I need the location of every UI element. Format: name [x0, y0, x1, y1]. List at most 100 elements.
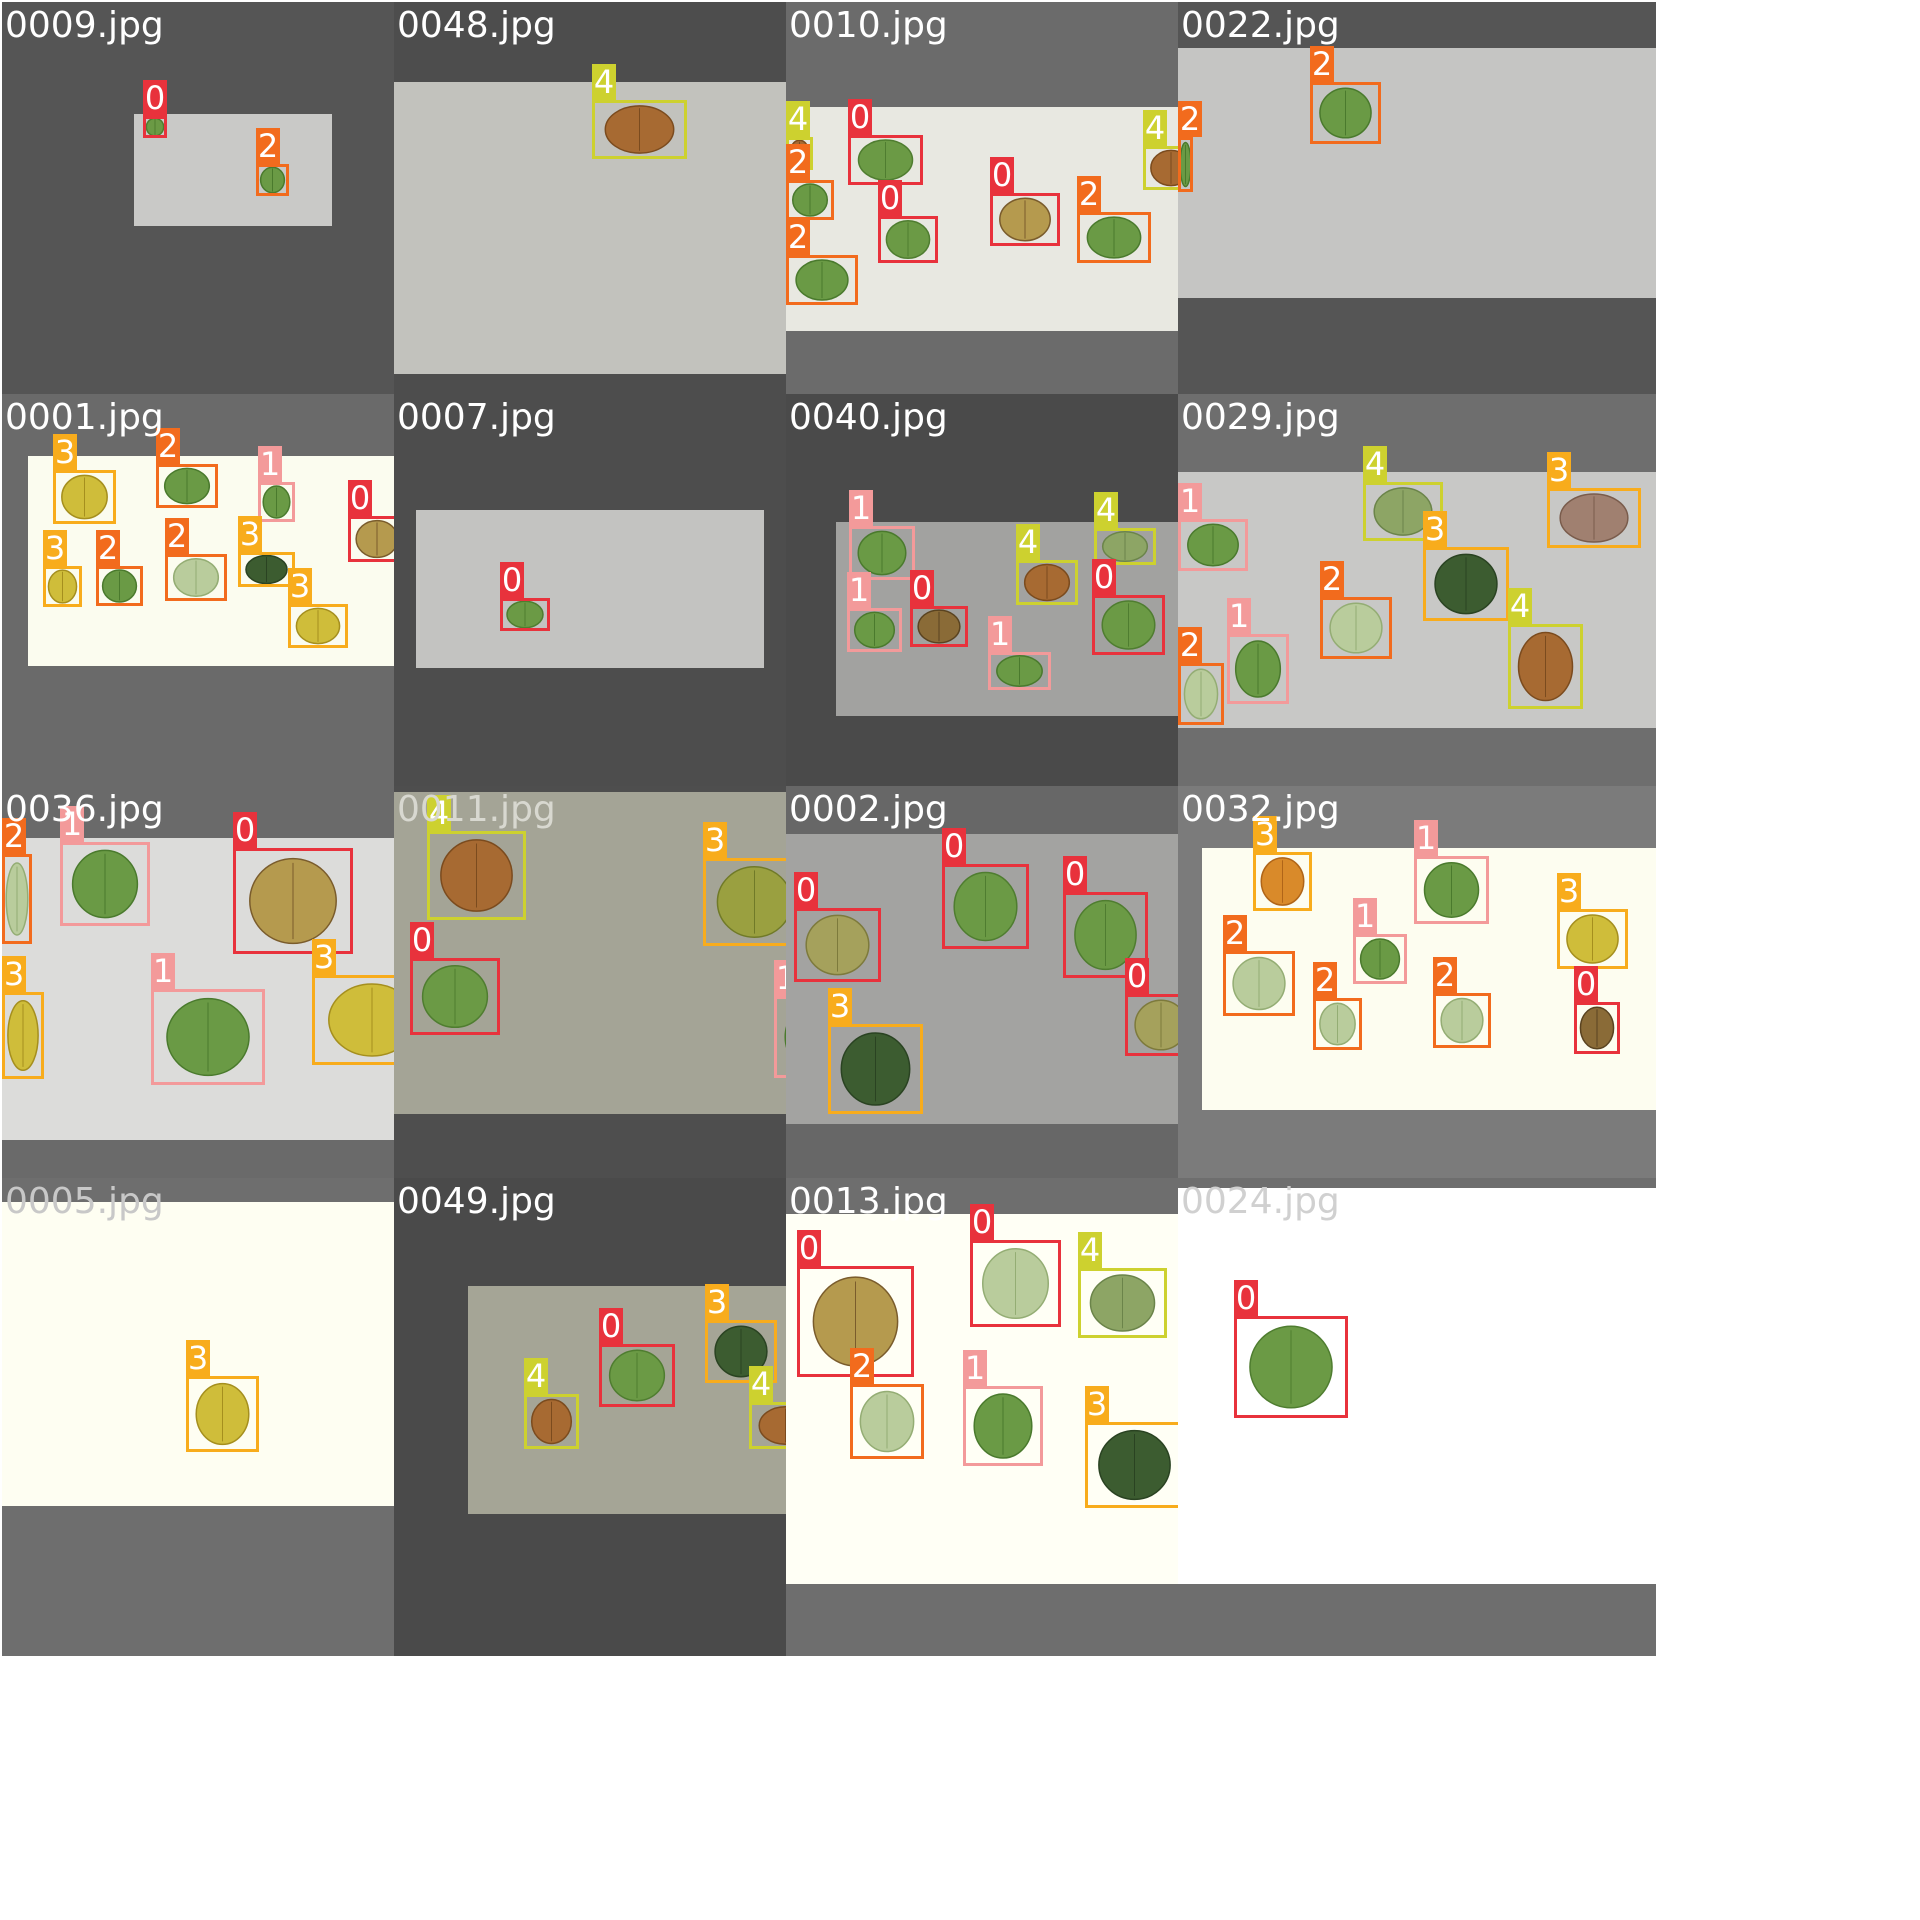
detection-box: 2: [156, 427, 218, 508]
bounding-box: [1414, 856, 1489, 924]
detection-box: 3: [828, 987, 923, 1114]
class-label: 4: [1145, 109, 1165, 147]
class-label: 0: [1065, 855, 1085, 893]
detection-box: 2: [1178, 100, 1202, 192]
detection-box: 1: [1178, 482, 1248, 571]
detection-box: 0: [143, 79, 167, 138]
class-label-tab: [1310, 46, 1334, 82]
detection-box: 2: [1310, 45, 1381, 144]
detection-box: 3: [2, 955, 44, 1079]
bounding-box: [1178, 519, 1248, 571]
class-label: 3: [314, 938, 334, 976]
detection-box: 0: [970, 1203, 1061, 1327]
class-label: 0: [1094, 558, 1114, 596]
class-label: 1: [851, 489, 871, 527]
image-filename: 0010.jpg: [789, 5, 948, 46]
class-label: 0: [412, 921, 432, 959]
class-label-tab: [186, 1340, 210, 1376]
class-label: 3: [45, 529, 65, 567]
detection-box: 3: [705, 1283, 777, 1383]
image-filename: 0005.jpg: [5, 1181, 164, 1222]
detection-box: 4: [592, 63, 687, 159]
class-label-tab: [1178, 483, 1202, 519]
detection-box: 0: [1063, 855, 1148, 978]
class-label-tab: [2, 818, 26, 854]
class-label-tab: [1125, 958, 1149, 994]
detection-box: 3: [1085, 1385, 1184, 1508]
class-label: 0: [799, 1229, 819, 1267]
detection-box: 1: [60, 805, 150, 926]
class-label-tab: [1508, 588, 1532, 624]
class-label-tab: [1574, 966, 1598, 1002]
class-label: 3: [830, 987, 850, 1025]
class-label: 3: [4, 955, 24, 993]
class-label-tab: [1414, 820, 1438, 856]
detection-box: 3: [1253, 815, 1312, 911]
class-label-tab: [786, 219, 810, 255]
class-label: 0: [796, 871, 816, 909]
detection-box: 3: [53, 433, 116, 524]
bounding-box: [1178, 663, 1224, 725]
detection-box: 2: [256, 127, 289, 196]
detection-box: 0: [233, 811, 353, 954]
class-label-tab: [53, 434, 77, 470]
class-label-tab: [1143, 110, 1167, 146]
class-label-tab: [60, 806, 84, 842]
class-label: 1: [1355, 897, 1375, 935]
class-label-tab: [963, 1350, 987, 1386]
detection-box: 3: [1423, 510, 1509, 621]
class-label: 1: [990, 615, 1010, 653]
tile-image: 22: [1178, 45, 1656, 298]
bounding-box: [1310, 82, 1381, 144]
bounding-box: [500, 598, 550, 631]
class-label: 4: [1080, 1231, 1100, 1269]
class-label: 3: [240, 515, 260, 553]
class-label: 3: [1559, 872, 1579, 910]
class-label: 0: [850, 98, 870, 136]
class-label-tab: [288, 568, 312, 604]
detection-box: 1: [847, 571, 902, 652]
tile-image: 3 2 103 2 2 33: [28, 427, 480, 666]
bounding-box: [910, 606, 968, 647]
bounding-box: [410, 958, 500, 1035]
detection-box: 4: [1143, 109, 1199, 190]
class-label-tab: [1547, 452, 1571, 488]
class-label-tab: [970, 1204, 994, 1240]
class-label-tab: [524, 1358, 548, 1394]
detection-box: 0: [1125, 957, 1197, 1056]
class-label: 0: [1576, 965, 1596, 1003]
bounding-box: [878, 216, 938, 263]
class-label: 0: [1236, 1279, 1256, 1317]
class-label-tab: [786, 101, 810, 137]
class-label: 4: [1018, 523, 1038, 561]
class-label-tab: [1223, 915, 1247, 951]
bounding-box: [256, 164, 289, 196]
class-label: 1: [153, 952, 173, 990]
detection-box: 4: [1508, 587, 1583, 709]
class-label: 1: [1416, 819, 1436, 857]
class-label-tab: [1320, 561, 1344, 597]
detection-box: 0: [794, 871, 881, 982]
image-filename: 0032.jpg: [1181, 789, 1340, 830]
class-label-tab: [410, 922, 434, 958]
bounding-box: [96, 566, 143, 606]
detection-box: 0: [500, 561, 550, 631]
bounding-box: [143, 116, 167, 138]
detection-box: 1: [1353, 897, 1407, 984]
class-label-tab: [156, 428, 180, 464]
detection-box: 0: [1092, 558, 1165, 655]
class-label-tab: [1094, 492, 1118, 528]
image-filename: 0002.jpg: [789, 789, 948, 830]
class-label-tab: [312, 939, 336, 975]
bounding-box: [43, 566, 82, 607]
bounding-box: [1077, 212, 1151, 263]
detection-box: 0: [848, 98, 923, 185]
detection-box: 2: [786, 218, 858, 305]
bounding-box: [151, 989, 265, 1085]
detection-box: 2: [1077, 175, 1151, 263]
detection-box: 0: [1234, 1279, 1348, 1418]
tile-image: 02: [134, 79, 332, 226]
bounding-box: [1063, 892, 1148, 978]
